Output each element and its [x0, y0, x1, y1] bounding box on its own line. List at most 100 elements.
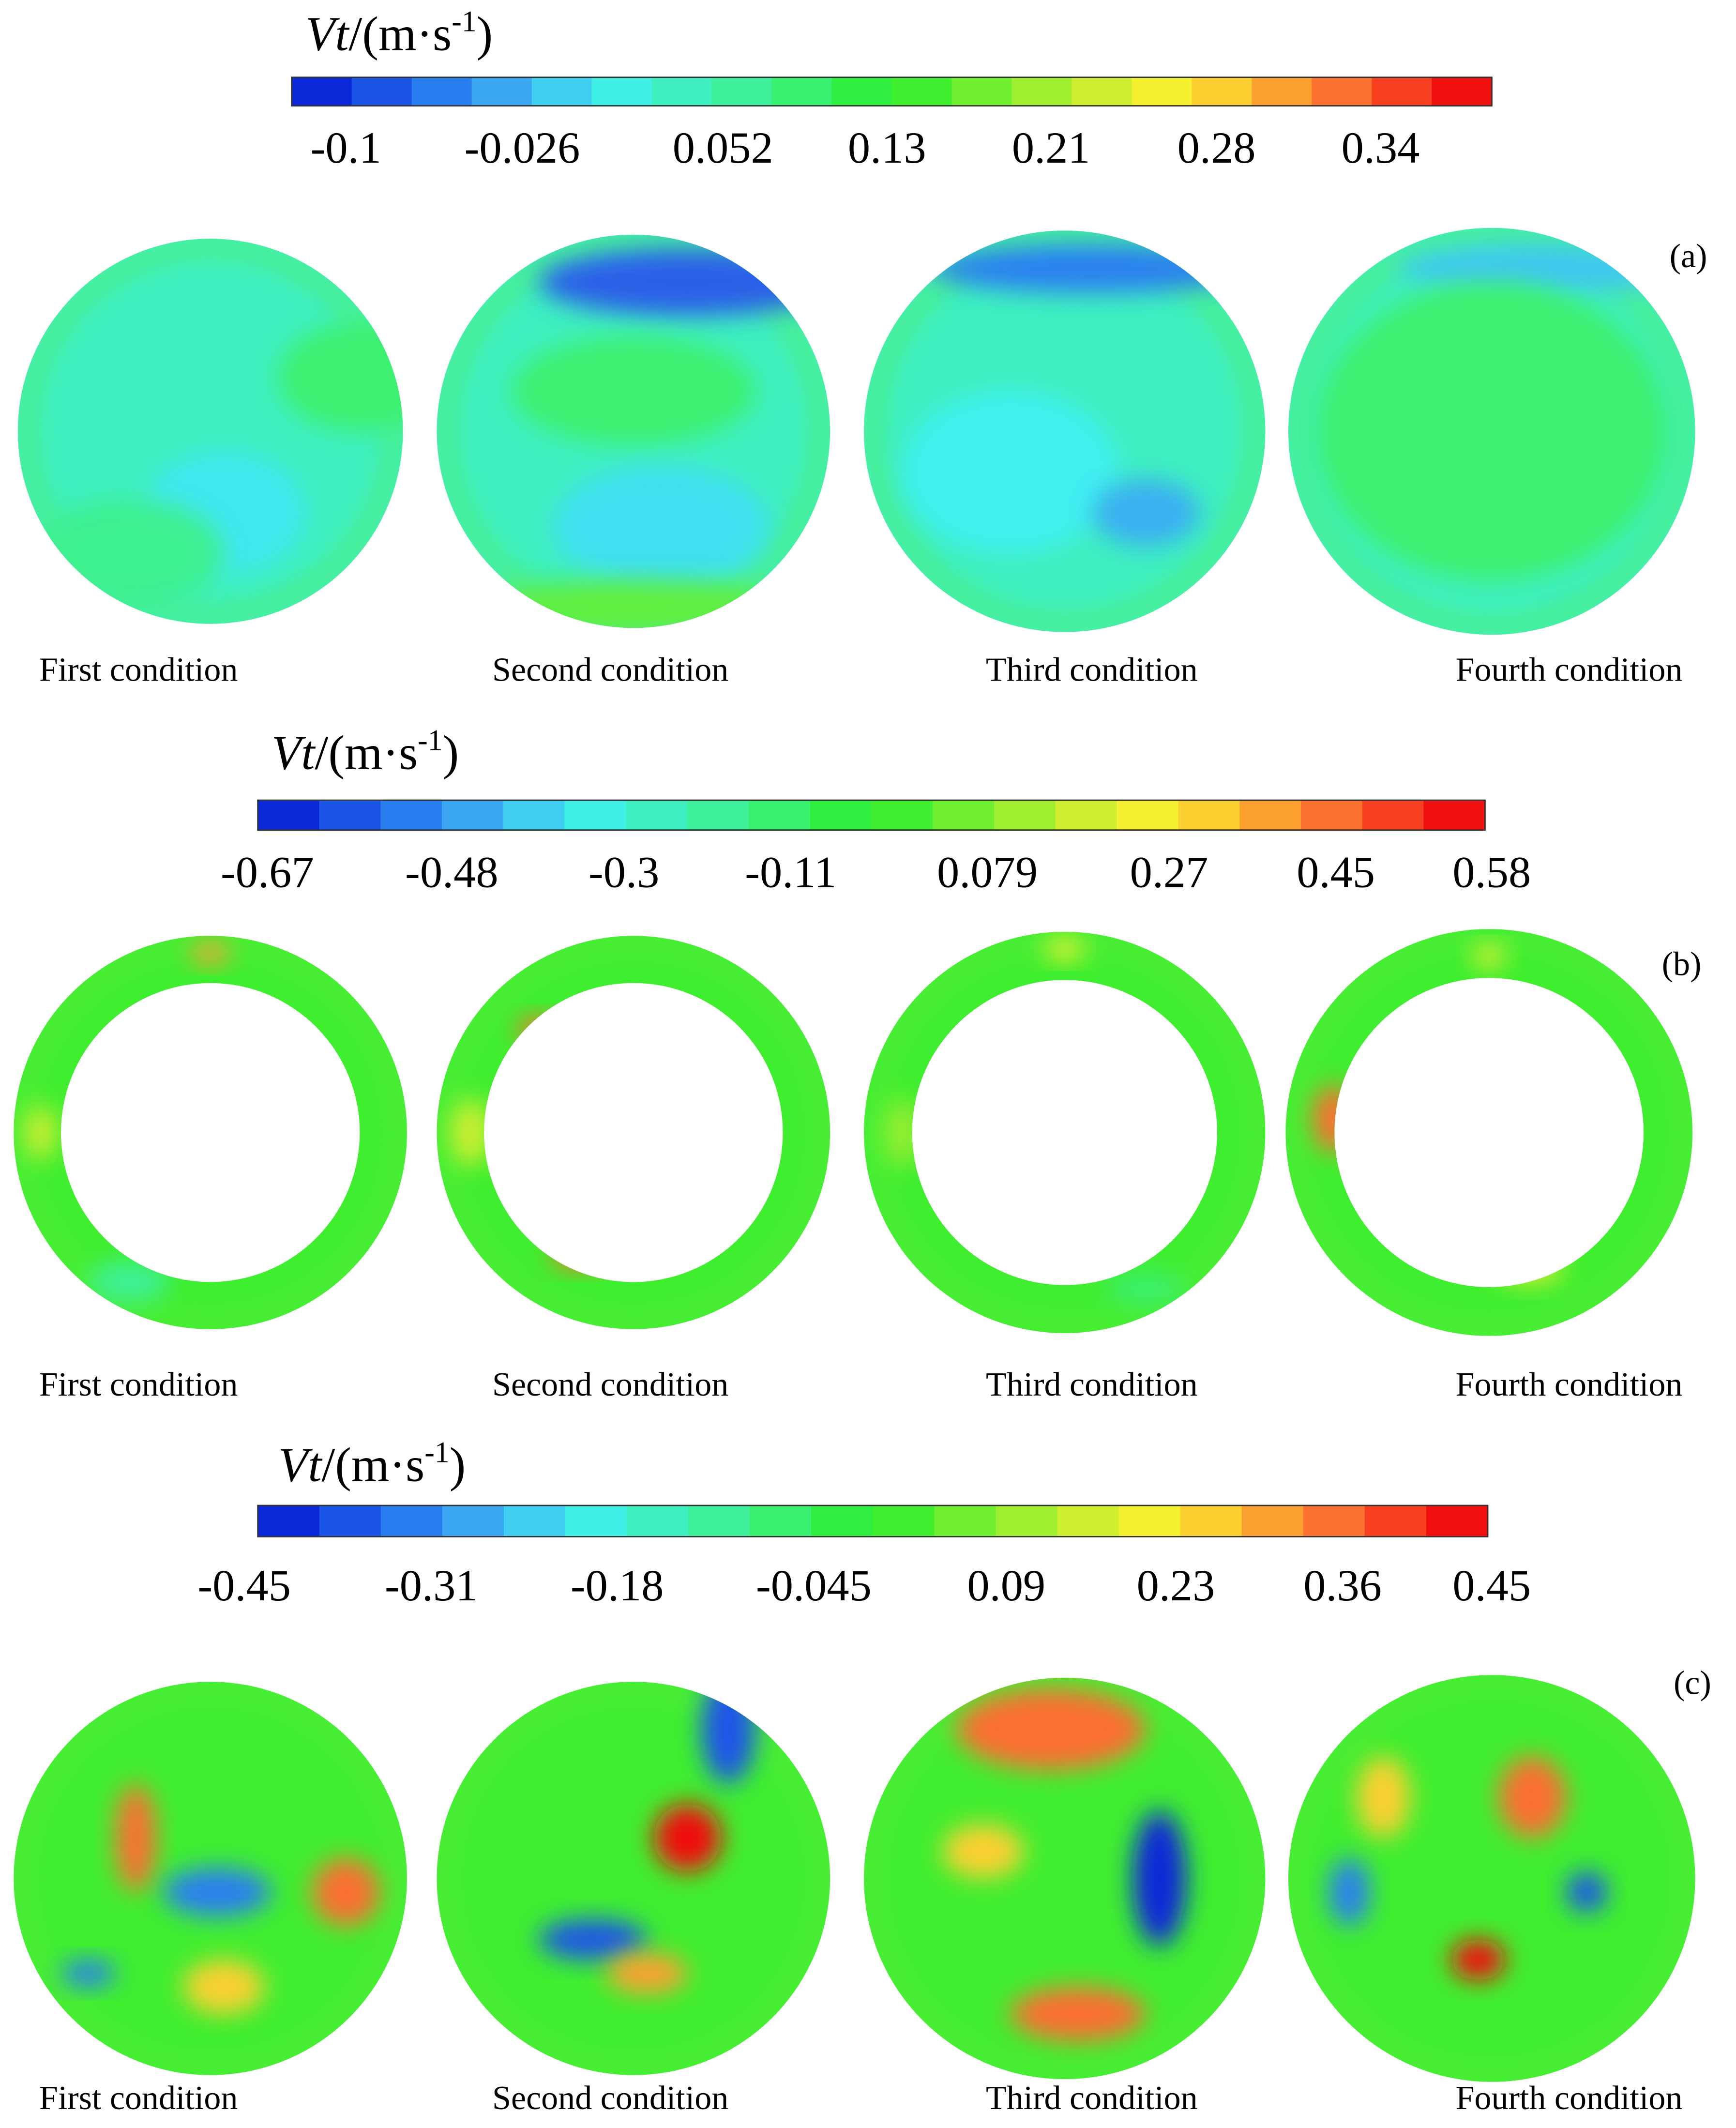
- contour-blob: [956, 1688, 1146, 1770]
- contour-edge: [19, 240, 402, 623]
- contour-plot: [1285, 929, 1692, 1336]
- colorbar-segment: [1241, 1505, 1304, 1537]
- contour-plot: [17, 239, 403, 624]
- contour-blob: [1356, 1756, 1411, 1838]
- contour-edge: [865, 1679, 1264, 2078]
- colorbar-tick-label: -0.11: [745, 847, 836, 897]
- colorbar-tick-label: 0.23: [1137, 1561, 1215, 1610]
- colorbar-segment: [1426, 1505, 1489, 1537]
- contour-blob: [1329, 1858, 1370, 1926]
- colorbar-segment: [1072, 77, 1132, 106]
- contour-blob: [1105, 1272, 1187, 1305]
- colorbar-segment: [1252, 77, 1313, 106]
- colorbar-segment: [626, 800, 688, 830]
- title-exponent: -1: [418, 724, 442, 757]
- colorbar-segment: [994, 800, 1057, 830]
- contour-plot: [1288, 1675, 1695, 2082]
- contour-blob: [538, 248, 830, 316]
- contour-edge: [438, 1683, 829, 2074]
- colorbar-tick-label: 0.079: [937, 847, 1038, 897]
- colorbar-tick-label: 0.58: [1452, 847, 1531, 897]
- colorbar-segment: [1423, 800, 1486, 830]
- colorbar-segment: [750, 1505, 812, 1537]
- colorbar-segment: [1372, 77, 1433, 106]
- title-close: ): [443, 726, 459, 780]
- contour-edge: [1287, 930, 1691, 1335]
- colorbar-frame: [257, 1505, 1489, 1537]
- condition-label: Second condition: [492, 651, 728, 688]
- colorbar-segment: [1362, 800, 1424, 830]
- contour-plot: [437, 936, 830, 1329]
- contour-blob: [163, 1868, 272, 1916]
- title-unit: /(m·s: [321, 1438, 424, 1492]
- condition-label: Third condition: [986, 1366, 1198, 1403]
- colorbar-segment: [564, 800, 627, 830]
- colorbar-segment: [1057, 1505, 1119, 1537]
- colorbar-segment: [831, 77, 892, 106]
- contour-blob: [653, 1804, 722, 1872]
- colorbar-tick-label: 0.36: [1303, 1561, 1382, 1610]
- colorbar-tick-label: -0.18: [571, 1561, 664, 1610]
- colorbar-tick-label: 0.21: [1012, 123, 1090, 172]
- panel-label: (a): [1670, 238, 1707, 275]
- contour-edge: [865, 933, 1264, 1332]
- colorbar-segment: [810, 800, 872, 830]
- contour-plot: [1288, 228, 1695, 635]
- colorbar-segment: [471, 77, 533, 106]
- condition-label: Second condition: [492, 1366, 728, 1403]
- colorbar-tick-label: -0.3: [589, 847, 659, 897]
- contour-edge: [15, 937, 406, 1328]
- contour-blob: [1091, 479, 1200, 547]
- condition-label: First condition: [39, 2080, 238, 2117]
- colorbar-segment: [291, 77, 353, 106]
- colorbar-segment: [1364, 1505, 1427, 1537]
- colorbar-tick-label: 0.09: [967, 1561, 1045, 1610]
- colorbar-tick-label: 0.45: [1452, 1561, 1531, 1610]
- colorbar-segment: [627, 1505, 689, 1537]
- colorbar-segment: [1303, 1505, 1366, 1537]
- condition-label: Third condition: [986, 651, 1198, 688]
- contour-edge: [1289, 1676, 1694, 2081]
- contour-blob: [1397, 244, 1695, 293]
- colorbar-segment: [1011, 77, 1072, 106]
- title-close: ): [477, 7, 493, 61]
- colorbar-segment: [1300, 800, 1363, 830]
- contour-blob: [929, 244, 1255, 293]
- contour-blob: [1495, 1252, 1564, 1285]
- condition-label: Fourth condition: [1456, 651, 1683, 688]
- colorbar-tick-label: -0.48: [405, 847, 498, 897]
- colorbar-segment: [319, 1505, 382, 1537]
- colorbar-segment: [1432, 77, 1493, 106]
- colorbar-title: Vt/(m·s-1): [272, 724, 459, 779]
- colorbar-segment: [1132, 77, 1193, 106]
- contour-blob: [24, 1105, 58, 1160]
- contour-plot: [864, 931, 1266, 1334]
- contour-blob: [1010, 1987, 1146, 2041]
- colorbar-segment: [1118, 1505, 1181, 1537]
- colorbar-segment: [811, 1505, 874, 1537]
- colorbar-segment: [873, 1505, 935, 1537]
- colorbar-segment: [531, 77, 593, 106]
- contour-blob: [1044, 938, 1085, 960]
- colorbar-segment: [687, 800, 750, 830]
- contour-blob: [190, 942, 231, 965]
- colorbar-tick-label: 0.28: [1177, 123, 1256, 172]
- title-symbol: Vt: [278, 1438, 323, 1492]
- colorbar-title: Vt/(m·s-1): [305, 5, 493, 61]
- colorbar-segment: [1178, 800, 1240, 830]
- colorbar-segment: [951, 77, 1012, 106]
- colorbar-tick-label: 0.13: [848, 123, 926, 172]
- colorbar-segment: [934, 1505, 996, 1537]
- contour-blob: [1473, 945, 1506, 967]
- contour-blob: [511, 336, 755, 445]
- contour-blob: [1566, 1871, 1607, 1913]
- colorbar-segment: [688, 1505, 751, 1537]
- contour-blob: [552, 1241, 606, 1268]
- panel: Vt/(m·s-1) -0.1 -0.026 0.052 0.13 0.21 0.28 0.3…: [17, 5, 1707, 688]
- panel-label: (b): [1662, 945, 1702, 983]
- colorbar-tick-label: 0.34: [1342, 123, 1420, 172]
- contour-blob: [470, 580, 797, 628]
- colorbar-segment: [351, 77, 413, 106]
- condition-label: First condition: [39, 651, 238, 688]
- condition-label: Third condition: [986, 2080, 1198, 2117]
